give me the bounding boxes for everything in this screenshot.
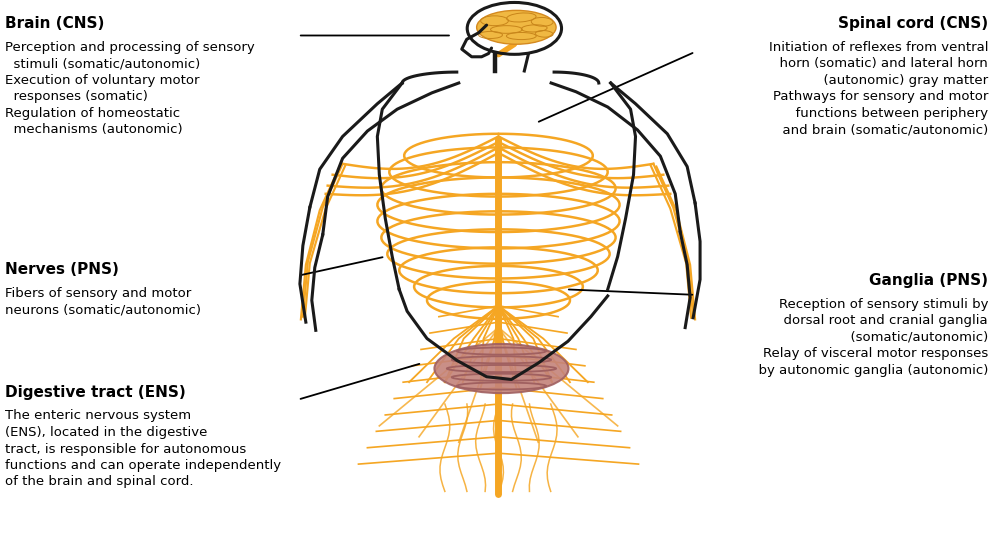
Text: Ganglia (PNS): Ganglia (PNS) [869, 273, 988, 288]
Text: Perception and processing of sensory
  stimuli (somatic/autonomic)
Execution of : Perception and processing of sensory sti… [5, 41, 255, 136]
Text: Initiation of reflexes from ventral
  horn (somatic) and lateral horn
  (autonom: Initiation of reflexes from ventral horn… [769, 41, 988, 136]
Text: Brain (CNS): Brain (CNS) [5, 16, 104, 31]
Ellipse shape [477, 10, 556, 44]
Text: Fibers of sensory and motor
neurons (somatic/autonomic): Fibers of sensory and motor neurons (som… [5, 287, 201, 316]
Text: Digestive tract (ENS): Digestive tract (ENS) [5, 385, 186, 400]
Text: Nerves (PNS): Nerves (PNS) [5, 262, 119, 277]
Text: Reception of sensory stimuli by
  dorsal root and cranial ganglia
  (somatic/aut: Reception of sensory stimuli by dorsal r… [750, 298, 988, 377]
Text: Spinal cord (CNS): Spinal cord (CNS) [838, 16, 988, 31]
Ellipse shape [435, 344, 568, 393]
Text: The enteric nervous system
(ENS), located in the digestive
tract, is responsible: The enteric nervous system (ENS), locate… [5, 410, 281, 489]
